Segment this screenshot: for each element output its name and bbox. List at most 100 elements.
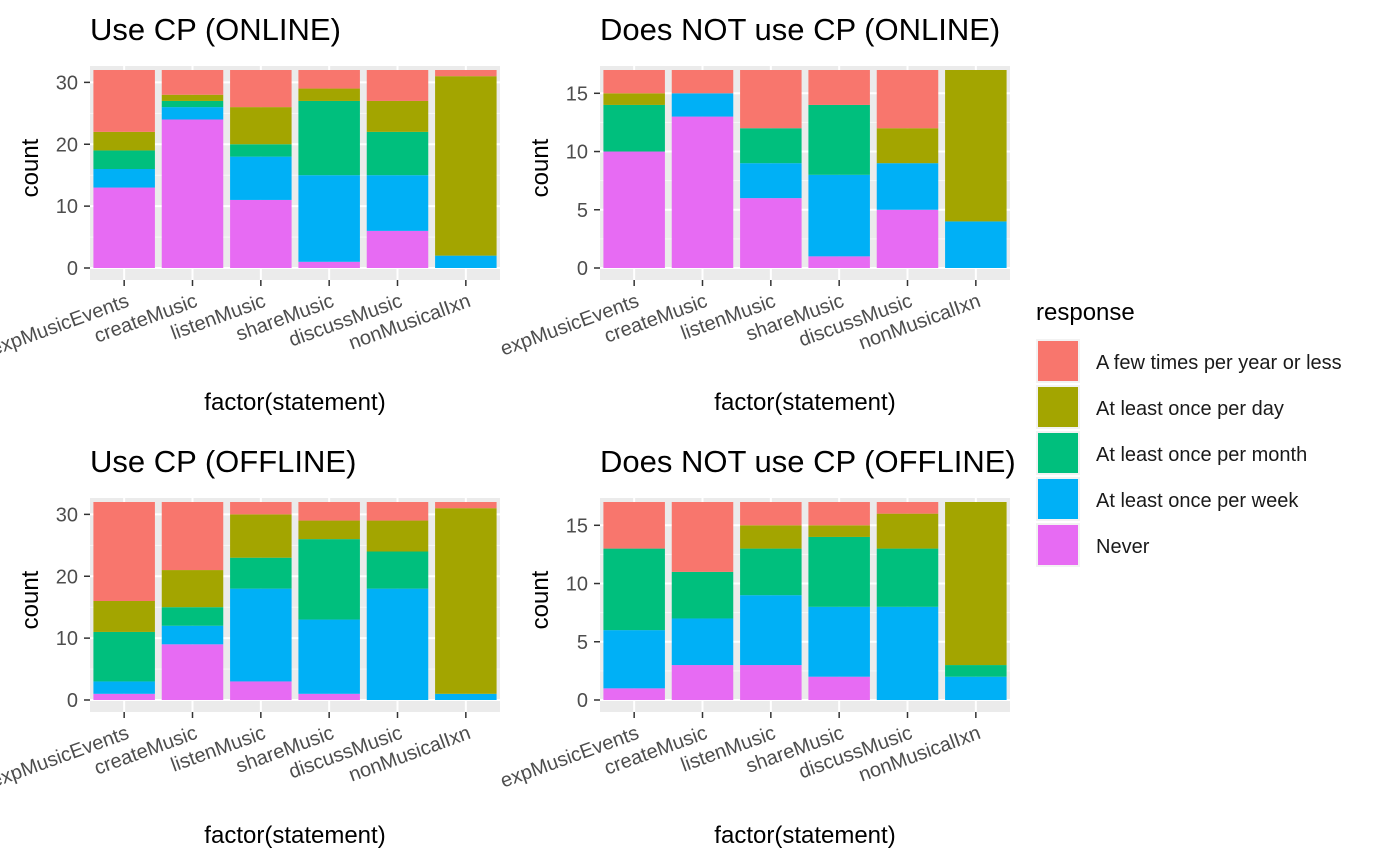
bar-segment	[93, 70, 155, 132]
bar-segment	[671, 502, 734, 572]
bar-segment	[603, 104, 665, 152]
x-axis-title: factor(statement)	[204, 822, 385, 849]
bar-segment	[603, 70, 665, 94]
bar-segment	[230, 107, 292, 145]
bar-segment	[161, 70, 224, 95]
bar-segment	[808, 536, 870, 607]
bar-segment	[740, 128, 802, 164]
bar-segment	[161, 119, 224, 268]
y-tick-label: 10	[566, 574, 588, 596]
bar-segment	[740, 163, 802, 199]
bar-segment	[435, 76, 497, 256]
y-axis-title: count	[17, 570, 44, 629]
bar-segment	[298, 693, 360, 700]
bar-segment	[93, 150, 155, 169]
bar-segment	[876, 548, 939, 607]
bar-segment	[366, 70, 429, 101]
bar-segment	[298, 70, 360, 89]
bar-segment	[298, 520, 360, 540]
bar-segment	[671, 93, 734, 117]
legend-background	[1025, 290, 1400, 580]
legend-label: At least once per week	[1096, 490, 1299, 512]
bar-segment	[93, 502, 155, 601]
bar-segment	[671, 618, 734, 666]
y-tick-label: 20	[56, 134, 78, 156]
y-tick-label: 10	[56, 196, 78, 218]
legend-swatch	[1038, 479, 1078, 519]
bar-segment	[298, 539, 360, 620]
legend-swatch	[1038, 341, 1078, 381]
bar-segment	[298, 175, 360, 262]
y-tick-label: 15	[566, 515, 588, 537]
bar-segment	[298, 261, 360, 268]
y-tick-label: 0	[577, 690, 588, 712]
bar-segment	[603, 93, 665, 105]
bar-segment	[230, 70, 292, 108]
bar-segment	[161, 502, 224, 571]
legend: response A few times per year or less At l…	[1025, 290, 1400, 580]
bar-segment	[876, 606, 939, 700]
plot-background	[90, 66, 500, 280]
bar-segment	[366, 175, 429, 231]
bar-segment	[435, 255, 497, 268]
bar-segment	[230, 199, 292, 268]
bar-segment	[945, 676, 1007, 700]
bar-segment	[603, 688, 665, 700]
y-axis-title: count	[527, 570, 554, 629]
chart-title: Use CP (OFFLINE)	[90, 444, 356, 479]
bar-segment	[366, 588, 429, 700]
bar-segment	[93, 681, 155, 694]
bar-segment	[161, 607, 224, 626]
bar-segment	[298, 619, 360, 694]
legend-title: response	[1036, 299, 1135, 326]
bar-segment	[93, 169, 155, 188]
bar-segment	[876, 163, 939, 210]
y-tick-label: 0	[67, 690, 78, 712]
y-tick-label: 0	[67, 258, 78, 280]
bar-segment	[366, 100, 429, 132]
bar-segment	[808, 502, 870, 526]
bar-segment	[808, 256, 870, 268]
bar-segment	[366, 230, 429, 268]
bar-segment	[671, 665, 734, 700]
y-tick-label: 30	[56, 504, 78, 526]
y-tick-label: 10	[566, 142, 588, 164]
bar-segment	[230, 144, 292, 157]
chart-panel-3: 0102030expMusicEventscreateMusiclistenMu…	[0, 444, 500, 849]
bar-segment	[603, 151, 665, 268]
chart-title: Does NOT use CP (OFFLINE)	[600, 444, 1016, 479]
bar-segment	[740, 198, 802, 268]
bar-segment	[161, 107, 224, 120]
bar-segment	[93, 601, 155, 632]
legend-swatch	[1038, 433, 1078, 473]
bar-segment	[740, 548, 802, 596]
legend-swatch	[1038, 387, 1078, 427]
bar-segment	[230, 514, 292, 558]
bar-segment	[808, 525, 870, 537]
y-axis-title: count	[17, 138, 44, 197]
bar-segment	[876, 70, 939, 129]
bar-segment	[808, 676, 870, 700]
bar-segment	[740, 502, 802, 526]
bar-segment	[945, 221, 1007, 268]
bar-segment	[671, 116, 734, 269]
y-tick-label: 0	[577, 258, 588, 280]
bar-segment	[366, 551, 429, 589]
bar-segment	[298, 502, 360, 521]
bar-segment	[876, 513, 939, 549]
bar-segment	[161, 570, 224, 608]
bar-segment	[161, 94, 224, 101]
legend-label: At least once per month	[1096, 444, 1307, 466]
bar-segment	[876, 209, 939, 268]
bar-segment	[876, 502, 939, 514]
x-axis-title: factor(statement)	[204, 389, 385, 416]
bar-segment	[808, 104, 870, 175]
legend-label: A few times per year or less	[1096, 352, 1342, 374]
y-tick-label: 30	[56, 72, 78, 94]
bar-segment	[671, 571, 734, 619]
bar-segment	[808, 174, 870, 257]
bar-segment	[740, 595, 802, 666]
y-tick-label: 10	[56, 628, 78, 650]
x-axis-title: factor(statement)	[714, 389, 895, 416]
